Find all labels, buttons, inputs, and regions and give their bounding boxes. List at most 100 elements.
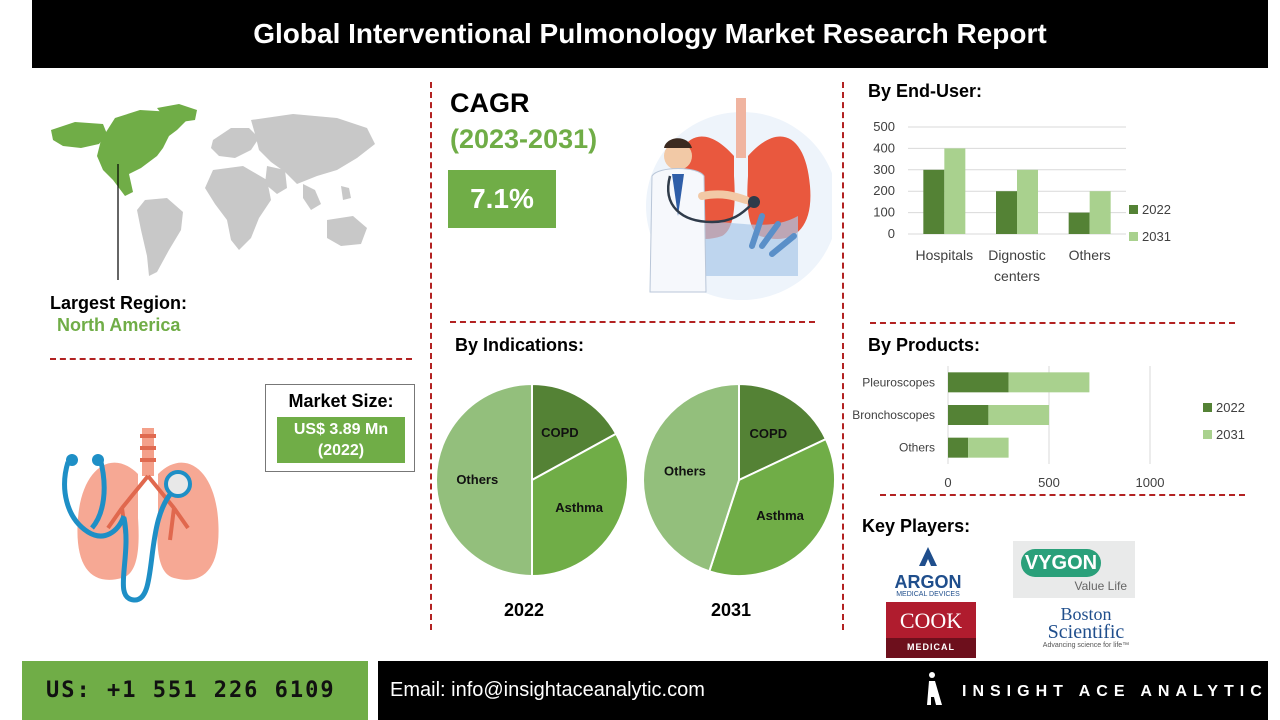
insight-ace-logo-icon bbox=[927, 672, 942, 705]
legend-swatch-2022 bbox=[1203, 403, 1212, 412]
largest-region-label: Largest Region: bbox=[50, 293, 188, 313]
cook-name: COOK bbox=[899, 608, 963, 633]
legend-swatch-2031 bbox=[1203, 430, 1212, 439]
pie-label: Asthma bbox=[555, 500, 603, 515]
boston-scientific-logo: Boston Scientific Advancing science for … bbox=[1030, 604, 1142, 658]
indications-pie-2031: COPD Asthma Others 2031 bbox=[642, 382, 836, 620]
largest-region-value: North America bbox=[57, 315, 181, 335]
lungs-stethoscope-icon bbox=[62, 428, 219, 603]
market-size-label: Market Size: bbox=[288, 391, 394, 411]
bar-2022 bbox=[948, 372, 1009, 393]
cook-logo: COOK MEDICAL bbox=[886, 602, 976, 658]
bar-2022 bbox=[996, 191, 1017, 234]
divider-end-user bbox=[870, 322, 1235, 324]
footer-email[interactable]: Email: info@insightaceanalytic.com bbox=[390, 679, 705, 701]
divider-cagr bbox=[450, 321, 815, 323]
footer-phone-bar: US: +1 551 226 6109 bbox=[22, 661, 368, 720]
footer-brand-name: INSIGHT ACE ANALYTIC bbox=[962, 683, 1268, 700]
argon-sub: MEDICAL DEVICES bbox=[896, 591, 960, 598]
vygon-sub: Value Life bbox=[1074, 579, 1127, 593]
end-user-bar-chart: 0 100 200 300 400 500 Hospitals Dignostic center… bbox=[873, 119, 1171, 284]
divider-left bbox=[430, 82, 432, 630]
market-size-value: US$ 3.89 Mn (2022) bbox=[277, 417, 405, 463]
x-tick-label: Dignostic bbox=[988, 247, 1046, 263]
pie-label: COPD bbox=[541, 425, 579, 440]
bar-2022 bbox=[1068, 212, 1090, 234]
vygon-name: VYGON bbox=[1024, 552, 1098, 574]
argon-logo: ARGON MEDICAL DEVICES bbox=[884, 546, 972, 598]
y-tick-label: 0 bbox=[888, 226, 895, 241]
legend-label: 2031 bbox=[1142, 229, 1171, 244]
bar-2031 bbox=[1089, 191, 1111, 234]
market-size-card: Market Size: US$ 3.89 Mn (2022) bbox=[265, 384, 415, 472]
y-tick-label: Bronchoscopes bbox=[852, 408, 935, 422]
y-tick-label: 200 bbox=[873, 183, 895, 198]
market-size-amount: US$ 3.89 Mn bbox=[293, 421, 389, 438]
bar-2022 bbox=[948, 437, 969, 458]
legend-label: 2022 bbox=[1142, 202, 1171, 217]
boston-line1: Boston bbox=[1060, 604, 1112, 624]
pie-label: Others bbox=[664, 463, 706, 478]
pie-slice-asthma bbox=[708, 437, 836, 577]
cagr-value: 7.1% bbox=[470, 183, 534, 214]
footer-phone[interactable]: US: +1 551 226 6109 bbox=[46, 678, 336, 703]
end-user-title: By End-User: bbox=[868, 81, 983, 101]
report-title-bar: Global Interventional Pulmonology Market… bbox=[32, 0, 1268, 68]
bar-2031 bbox=[944, 148, 966, 234]
bar-2031 bbox=[968, 437, 1009, 458]
cagr-value-badge: 7.1% bbox=[448, 170, 556, 228]
footer-contact-bar: Email: info@insightaceanalytic.com INSIG… bbox=[378, 661, 1268, 720]
legend-label: 2022 bbox=[1216, 400, 1245, 415]
bar-2031 bbox=[1017, 169, 1038, 234]
indications-pie-2022: COPD Asthma Others 2022 bbox=[435, 382, 629, 620]
x-tick-label: centers bbox=[994, 268, 1040, 284]
x-tick-label: 0 bbox=[944, 475, 951, 490]
products-title: By Products: bbox=[868, 335, 981, 355]
cook-sub: MEDICAL bbox=[907, 642, 955, 652]
argon-triangle-icon bbox=[919, 547, 937, 566]
market-size-year: (2022) bbox=[317, 442, 365, 459]
bar-2022 bbox=[948, 405, 989, 425]
y-tick-label: Pleuroscopes bbox=[862, 375, 935, 389]
cagr-period: (2023-2031) bbox=[450, 124, 598, 154]
pie-slice-others bbox=[435, 382, 533, 578]
pie-slice-copd bbox=[531, 382, 618, 482]
products-bar-chart: 0 500 1000 Pleuroscopes Bronchoscopes Others 2… bbox=[852, 366, 1245, 490]
pie-label: Others bbox=[456, 472, 498, 487]
pie-label: COPD bbox=[750, 426, 788, 441]
pie-label: Asthma bbox=[756, 508, 804, 523]
legend-label: 2031 bbox=[1216, 427, 1245, 442]
argon-name: ARGON bbox=[894, 572, 962, 592]
vygon-logo: VYGON Value Life bbox=[1013, 541, 1135, 598]
doctor-lungs-illustration bbox=[646, 98, 832, 300]
bar-2031 bbox=[1008, 372, 1090, 393]
cagr-label: CAGR bbox=[450, 88, 530, 118]
pie-slice-copd bbox=[738, 382, 828, 482]
x-tick-label: Hospitals bbox=[916, 247, 974, 263]
pie-slice-asthma bbox=[531, 432, 629, 578]
boston-line2: Scientific bbox=[1047, 621, 1125, 643]
pie-year-label: 2022 bbox=[504, 600, 544, 620]
report-title: Global Interventional Pulmonology Market… bbox=[253, 18, 1047, 49]
divider-region bbox=[50, 358, 412, 360]
bar-2031 bbox=[988, 405, 1049, 425]
x-tick-label: Others bbox=[1069, 247, 1111, 263]
bar-2022 bbox=[923, 169, 945, 234]
y-tick-label: 500 bbox=[873, 119, 895, 134]
legend-swatch-2022 bbox=[1129, 205, 1138, 214]
divider-products bbox=[880, 494, 1245, 496]
indications-title: By Indications: bbox=[455, 335, 585, 355]
x-tick-label: 1000 bbox=[1136, 475, 1165, 490]
pie-year-label: 2031 bbox=[711, 600, 751, 620]
world-map-icon bbox=[51, 104, 375, 280]
y-tick-label: Others bbox=[899, 441, 935, 455]
pie-slice-others bbox=[642, 382, 740, 573]
key-players-title: Key Players: bbox=[862, 516, 971, 536]
divider-right bbox=[842, 82, 844, 630]
x-tick-label: 500 bbox=[1038, 475, 1060, 490]
y-tick-label: 100 bbox=[873, 205, 895, 220]
legend-swatch-2031 bbox=[1129, 232, 1138, 241]
y-tick-label: 300 bbox=[873, 162, 895, 177]
y-tick-label: 400 bbox=[873, 140, 895, 155]
boston-sub: Advancing science for life™ bbox=[1042, 642, 1130, 649]
